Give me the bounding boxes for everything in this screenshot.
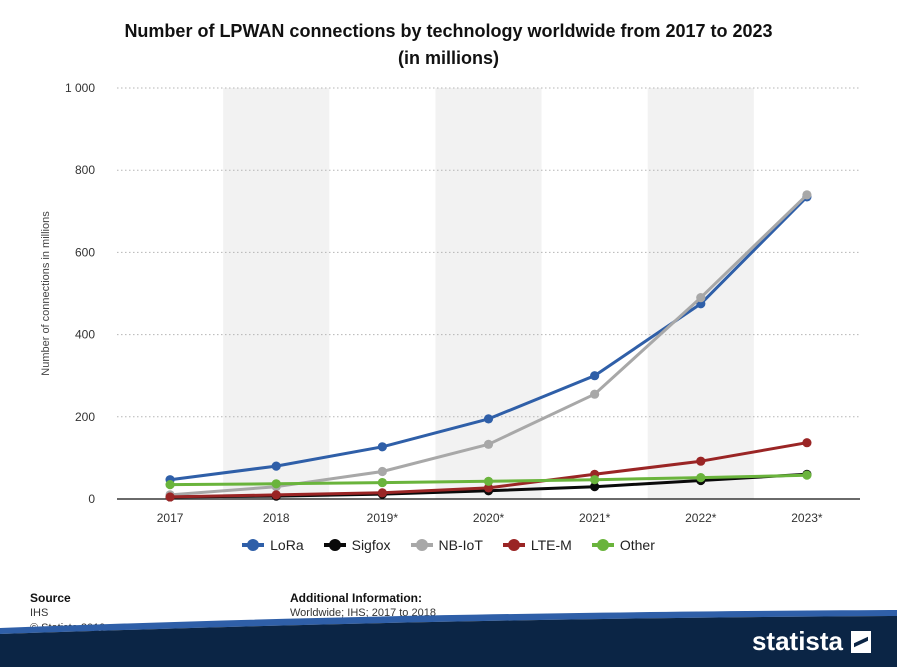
data-point-nb-iot (696, 293, 706, 303)
data-point-sigfox (590, 482, 600, 492)
chart-legend: LoRa Sigfox NB-IoT LTE-M Other (0, 537, 897, 553)
data-point-lora (377, 442, 387, 452)
data-point-lte-m (377, 488, 387, 498)
data-point-lora (271, 461, 281, 471)
data-point-lte-m (271, 490, 281, 500)
data-point-other (696, 473, 706, 483)
chart-title-text: Number of LPWAN connections by technolog… (124, 21, 773, 41)
data-point-other (483, 476, 494, 486)
data-point-lte-m (483, 483, 494, 493)
source-label: Source (30, 591, 71, 605)
y-tick-label: 1 000 (65, 81, 95, 95)
legend-item-lora[interactable]: LoRa (242, 537, 304, 553)
additional-info-label: Additional Information: (290, 591, 422, 605)
additional-info-block: Additional Information: Worldwide; IHS; … (290, 591, 436, 621)
data-point-other (165, 480, 175, 490)
data-point-lte-m (696, 456, 706, 466)
x-tick-label: 2019* (367, 511, 399, 525)
legend-item-nb-iot[interactable]: NB-IoT (410, 537, 483, 553)
legend-swatch-sigfox (323, 539, 346, 551)
additional-info-value: Worldwide; IHS; 2017 to 2018 (290, 607, 436, 619)
data-point-other (802, 470, 812, 480)
data-point-nb-iot (802, 190, 812, 200)
x-tick-label: 2020* (473, 511, 505, 525)
legend-item-lte-m[interactable]: LTE-M (502, 537, 572, 553)
statista-logo-text: statista (751, 626, 843, 656)
x-tick-label: 2017 (157, 511, 184, 525)
statista-logo-icon (851, 630, 871, 653)
data-point-other (377, 477, 387, 488)
data-point-lte-m (802, 438, 812, 448)
data-point-nb-iot (590, 389, 600, 399)
y-tick-label: 0 (88, 492, 95, 506)
legend-label-other: Other (619, 537, 655, 553)
data-point-other (271, 479, 281, 489)
data-point-lte-m (165, 492, 175, 502)
legend-item-sigfox[interactable]: Sigfox (323, 537, 391, 553)
x-tick-label: 2022* (685, 511, 717, 525)
y-tick-label: 800 (75, 163, 95, 177)
brand-bar-fill (0, 616, 897, 667)
legend-label-lte-m: LTE-M (530, 537, 572, 553)
legend-label-lora: LoRa (270, 537, 304, 553)
legend-swatch-nb-iot (410, 539, 433, 551)
data-point-other (590, 475, 600, 485)
data-point-nb-iot (483, 439, 494, 449)
y-axis-title: Number of connections in millions (40, 211, 52, 376)
chart-title: Number of LPWAN connections by technolog… (0, 18, 897, 72)
data-point-lora (590, 371, 600, 381)
legend-label-sigfox: Sigfox (351, 537, 391, 553)
legend-swatch-other (591, 539, 614, 551)
data-point-lora (483, 414, 494, 424)
statista-logo[interactable]: statista (752, 626, 871, 657)
data-point-nb-iot (377, 466, 387, 477)
x-tick-label: 2023* (791, 511, 823, 525)
legend-swatch-lora (242, 539, 265, 551)
legend-label-nb-iot: NB-IoT (438, 537, 483, 553)
column-band (223, 88, 330, 499)
y-tick-label: 600 (75, 245, 95, 259)
x-tick-label: 2018 (263, 511, 290, 525)
legend-swatch-lte-m (502, 539, 525, 551)
chart-subtitle: (in millions) (398, 48, 499, 68)
brand-accent-stripe (0, 610, 897, 634)
brand-bar (0, 610, 897, 667)
y-tick-label: 400 (75, 328, 95, 342)
source-value: IHS (30, 607, 49, 619)
y-tick-label: 200 (75, 410, 95, 424)
legend-item-other[interactable]: Other (591, 537, 655, 553)
column-band (435, 88, 542, 499)
x-tick-label: 2021* (579, 511, 611, 525)
